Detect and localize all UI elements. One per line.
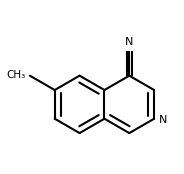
Text: CH₃: CH₃ xyxy=(6,70,26,80)
Text: N: N xyxy=(159,116,168,125)
Text: N: N xyxy=(125,37,133,47)
